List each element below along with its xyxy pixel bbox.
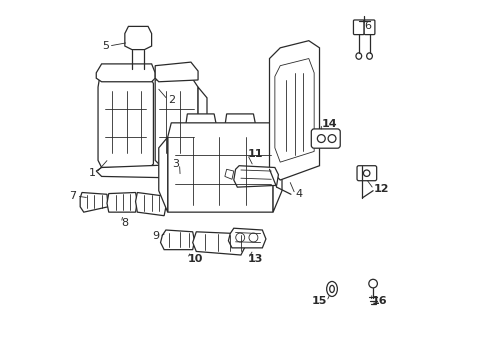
Text: 7: 7 [69,191,77,201]
Polygon shape [192,232,246,255]
FancyBboxPatch shape [356,166,376,181]
Polygon shape [272,137,282,212]
Polygon shape [107,193,137,212]
Polygon shape [274,59,313,162]
Ellipse shape [368,279,377,288]
Text: 5: 5 [102,41,108,51]
Text: 6: 6 [364,21,370,31]
Polygon shape [159,137,167,212]
Polygon shape [98,76,153,167]
Text: 15: 15 [311,296,326,306]
Polygon shape [228,228,265,248]
Polygon shape [224,114,255,135]
Polygon shape [96,64,155,82]
Text: 8: 8 [121,218,128,228]
FancyBboxPatch shape [364,20,374,35]
Text: 13: 13 [247,253,263,264]
Polygon shape [269,41,319,180]
Text: 14: 14 [321,118,336,129]
Text: 1: 1 [89,168,96,178]
Polygon shape [224,169,233,179]
FancyBboxPatch shape [353,20,364,35]
Polygon shape [135,193,165,216]
Polygon shape [167,123,272,212]
Polygon shape [124,26,151,50]
Text: 3: 3 [172,159,179,169]
Ellipse shape [355,53,361,59]
Ellipse shape [235,233,244,242]
Polygon shape [155,76,198,167]
Polygon shape [233,166,278,187]
Ellipse shape [327,135,335,143]
Text: 10: 10 [187,253,203,264]
Ellipse shape [329,285,334,293]
Ellipse shape [363,170,369,176]
Polygon shape [198,87,206,157]
Polygon shape [185,114,216,135]
Ellipse shape [326,282,337,296]
Text: 12: 12 [373,184,388,194]
Polygon shape [96,164,198,178]
FancyBboxPatch shape [311,129,340,148]
Text: 9: 9 [152,231,159,242]
Text: 2: 2 [167,95,175,105]
Ellipse shape [248,233,257,242]
Text: 4: 4 [295,189,302,199]
Text: 16: 16 [370,296,386,306]
Ellipse shape [366,53,372,59]
Text: 11: 11 [247,149,263,159]
Polygon shape [80,193,108,212]
Polygon shape [160,230,194,249]
Ellipse shape [317,135,325,143]
Polygon shape [155,62,198,82]
